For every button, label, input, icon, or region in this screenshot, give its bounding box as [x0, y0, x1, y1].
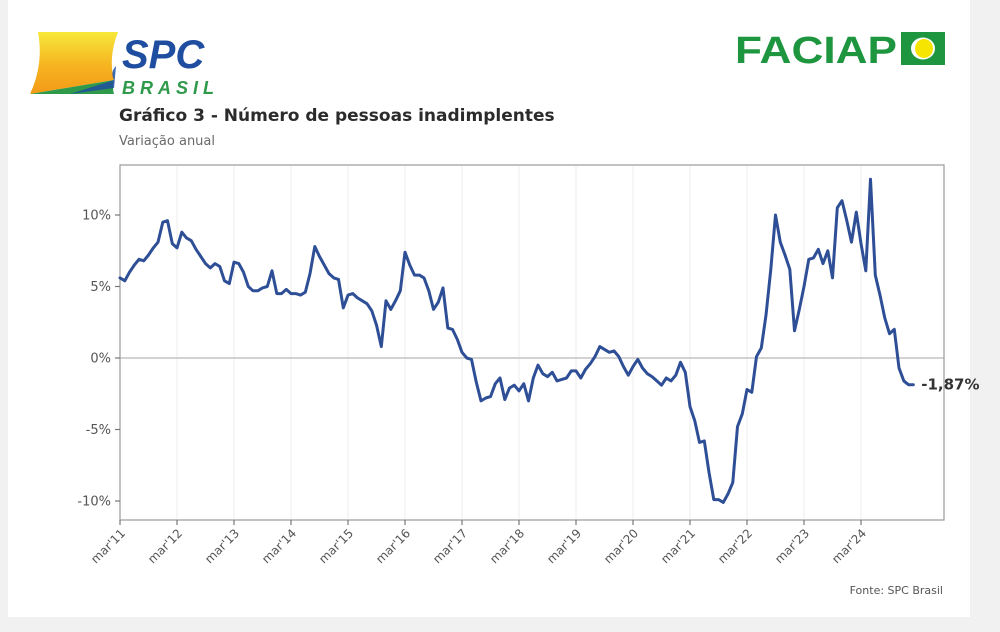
source-note: Fonte: SPC Brasil — [849, 584, 943, 597]
spc-flag-icon — [30, 32, 118, 94]
x-tick-label: mar'17 — [430, 526, 470, 566]
series-line — [118, 177, 915, 504]
y-tick-label: -5% — [86, 423, 111, 438]
faciap-emblem-icon — [901, 32, 945, 65]
chart-card — [8, 0, 970, 617]
x-tick-label: mar'11 — [88, 526, 128, 566]
plot-area-frame — [119, 164, 945, 521]
vertical-gridlines — [176, 166, 862, 519]
chart-subtitle: Variação anual — [119, 134, 215, 149]
x-tick-label: mar'15 — [316, 526, 356, 566]
y-axis: 10% 5% 0% -5% -10% — [77, 209, 120, 510]
x-tick-label: mar'21 — [658, 526, 698, 566]
end-value-label: -1,87% — [921, 376, 979, 394]
x-tick-label: mar'23 — [772, 526, 812, 566]
spc-logo-text: SPC — [122, 33, 205, 77]
faciap-logo-text: FACIAP — [735, 30, 897, 70]
x-tick-label: mar'22 — [715, 526, 755, 566]
faciap-logo: FACIAP — [735, 30, 945, 70]
y-tick-label: 0% — [90, 352, 111, 367]
x-tick-label: mar'13 — [202, 526, 242, 566]
x-tick-label: mar'20 — [601, 526, 641, 566]
x-axis: mar'11 mar'12 mar'13 mar'14 mar'15 mar'16 mar'… — [88, 520, 869, 566]
x-tick-label: mar'14 — [259, 526, 299, 566]
x-tick-label: mar'12 — [145, 526, 185, 566]
x-tick-label: mar'18 — [487, 526, 527, 566]
spc-brasil-logo: SPC BRASIL — [30, 32, 219, 98]
brasil-logo-text: BRASIL — [122, 78, 219, 98]
y-tick-label: -10% — [77, 495, 111, 510]
y-tick-label: 5% — [90, 280, 111, 295]
x-tick-label: mar'24 — [829, 526, 869, 566]
chart-title: Gráfico 3 - Número de pessoas inadimplen… — [119, 106, 555, 126]
x-tick-label: mar'16 — [373, 526, 413, 566]
y-tick-label: 10% — [82, 209, 111, 224]
x-tick-label: mar'19 — [544, 526, 584, 566]
